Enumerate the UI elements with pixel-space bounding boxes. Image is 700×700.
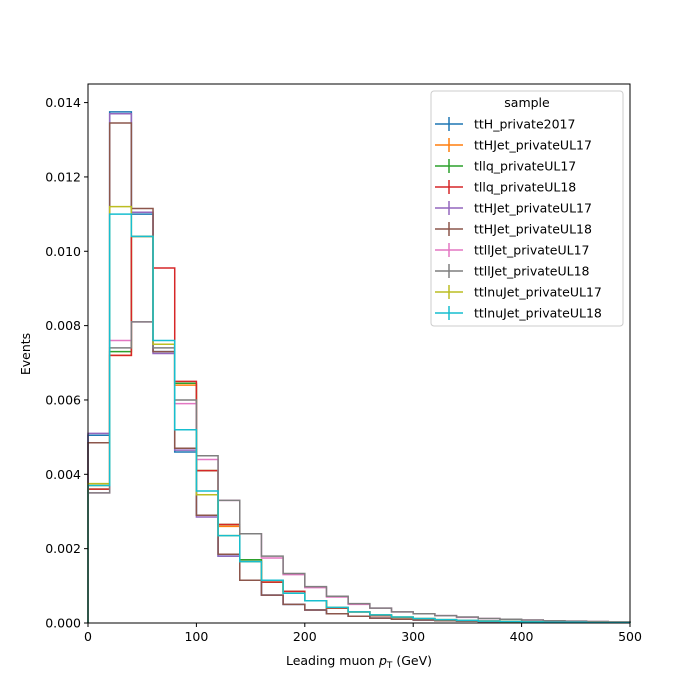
legend-entry-6: ttHJet_privateUL18 <box>435 222 592 237</box>
plot-frame <box>87 83 631 624</box>
legend-label: ttHJet_privateUL17 <box>474 138 592 153</box>
y-tick-label: 0.006 <box>45 392 81 407</box>
legend-title: sample <box>504 95 550 110</box>
x-tick-label: 400 <box>510 629 534 644</box>
legend-label: ttlnuJet_privateUL18 <box>474 306 602 321</box>
x-axis: 0 100 200 300 400 500 <box>84 623 642 644</box>
y-tick-label: 0.002 <box>45 541 81 556</box>
legend-entries: ttH_private2017 ttHJet_privateUL17 tllq_pr… <box>435 117 602 321</box>
x-tick-label: 500 <box>618 629 642 644</box>
legend-entry-5: ttHJet_privateUL17 <box>435 201 592 216</box>
legend-entry-1: ttH_private2017 <box>435 117 575 132</box>
legend-label: tllq_privateUL17 <box>474 159 576 174</box>
legend: sample ttH_private2017 ttHJet_privateUL17… <box>430 90 624 327</box>
y-tick-label: 0.004 <box>45 467 81 482</box>
y-tick-label: 0.008 <box>45 318 81 333</box>
x-tick-label: 300 <box>401 629 425 644</box>
legend-label: tllq_privateUL18 <box>474 180 576 195</box>
x-axis-label: Leading muon pT (GeV) <box>286 653 432 671</box>
legend-label: ttllJet_privateUL17 <box>474 243 590 258</box>
legend-entry-2: ttHJet_privateUL17 <box>435 138 592 153</box>
x-tick-label: 200 <box>293 629 317 644</box>
y-tick-label: 0.010 <box>45 244 81 259</box>
legend-box <box>430 90 624 327</box>
legend-entry-3: tllq_privateUL17 <box>435 159 576 174</box>
y-axis-label: Events <box>18 333 33 375</box>
legend-label: ttHJet_privateUL17 <box>474 201 592 216</box>
legend-label: ttHJet_privateUL18 <box>474 222 592 237</box>
legend-entry-8: ttllJet_privateUL18 <box>435 264 590 279</box>
legend-label: ttllJet_privateUL18 <box>474 264 590 279</box>
legend-label: ttlnuJet_privateUL17 <box>474 285 602 300</box>
series-layer <box>87 111 631 624</box>
y-tick-label: 0.014 <box>45 95 81 110</box>
legend-entry-10: ttlnuJet_privateUL18 <box>435 306 602 321</box>
x-tick-label: 100 <box>184 629 208 644</box>
y-tick-label: 0.012 <box>45 169 81 184</box>
legend-entry-7: ttllJet_privateUL17 <box>435 243 590 258</box>
x-tick-label: 0 <box>84 629 92 644</box>
y-tick-label: 0.000 <box>45 616 81 631</box>
legend-entry-4: tllq_privateUL18 <box>435 180 576 195</box>
series-line-10 <box>87 213 631 624</box>
legend-label: ttH_private2017 <box>474 117 575 132</box>
y-axis: 0.000 0.002 0.004 0.006 0.008 0.010 0.012 0.014 <box>45 95 88 631</box>
legend-entry-9: ttlnuJet_privateUL17 <box>435 285 602 300</box>
